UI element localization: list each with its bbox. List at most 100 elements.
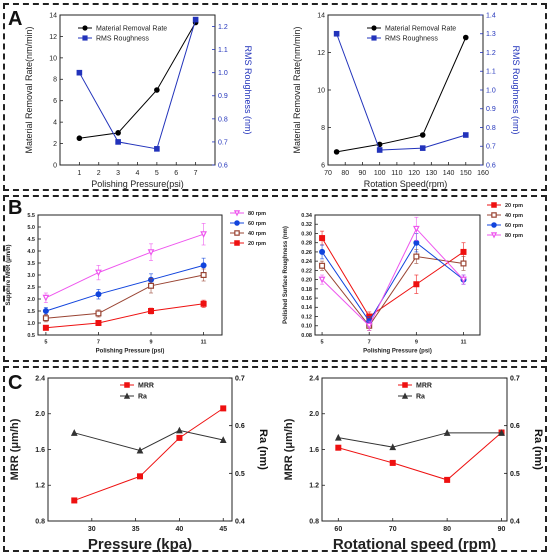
b2-series-0-point — [319, 235, 326, 242]
b2-y-tick-label: 0.22 — [301, 268, 312, 274]
a2-legend-1-label: RMS Roughness — [385, 35, 438, 42]
a1-y2-tick-label: 1.1 — [218, 47, 228, 54]
b1-x-tick-label: 5 — [44, 340, 47, 346]
b2-series-2-point — [413, 239, 420, 246]
a2-legend-0-marker — [371, 25, 377, 31]
b1-series-1-point — [200, 262, 207, 269]
a1-y2-tick-label: 0.7 — [218, 139, 228, 146]
a1-series-1-point — [192, 16, 199, 23]
a1-y-tick-label: 6 — [53, 98, 57, 105]
a2-y-tick-label: 6 — [321, 162, 325, 169]
b1-legend-3-label: 20 rpm — [248, 241, 266, 247]
a1-legend-1-marker — [82, 35, 88, 41]
a2-y2-tick-label: 1.4 — [486, 12, 496, 19]
b1-series-3-point — [200, 300, 207, 307]
c1-y2-tick-label: 0.4 — [235, 518, 245, 525]
a2-x-tick-label: 110 — [391, 170, 402, 177]
c1-legend-1-label: Ra — [138, 393, 147, 400]
chart-b1-sapphire-mrr: 5 7 9 11 0.5 1.0 1.5 2.0 2.5 3.0 3.5 4.0 4.5 5.0 5.5 Po… — [6, 210, 266, 355]
c2-y-axis-label: MRR (μm/h) — [283, 418, 295, 480]
c1-x-tick-label: 45 — [219, 526, 227, 533]
b1-series-3-point — [95, 319, 102, 326]
a1-y2-tick-label: 1.2 — [218, 24, 228, 31]
b2-legend-2-label: 60 rpm — [505, 223, 523, 229]
b2-y-tick-label: 0.20 — [301, 278, 312, 284]
panel-label-a: A — [8, 8, 23, 30]
a1-y-tick-label: 2 — [53, 141, 57, 148]
c1-legend-1-marker — [123, 392, 131, 399]
a2-series-1-point — [419, 145, 426, 151]
c1-series-1-line — [74, 429, 224, 451]
a1-legend-0-marker — [82, 25, 88, 31]
c1-series-1-point — [176, 426, 183, 434]
b2-legend-0-label: 20 rpm — [505, 203, 523, 209]
c2-x-tick-label: 70 — [389, 526, 397, 533]
c2-y-tick-label: 1.6 — [309, 447, 319, 454]
c2-series-0-point — [444, 476, 451, 483]
a1-x-axis-label: Polishing Pressure(psi) — [91, 179, 184, 189]
c2-plot-frame — [321, 377, 508, 522]
b1-series-1-point — [95, 291, 102, 298]
b2-series-3-point — [365, 322, 373, 330]
b1-y-axis-label: Sapphire MRR (μm/h) — [6, 244, 12, 305]
a1-series-0-point — [76, 135, 83, 142]
c2-y2-tick-label: 0.5 — [510, 471, 520, 478]
a1-series-1-point — [76, 69, 83, 76]
panel-b-frame — [3, 195, 547, 362]
a1-x-tick-label: 6 — [174, 170, 178, 177]
c2-y2-tick-label: 0.4 — [510, 518, 520, 525]
b2-x-axis-label: Polishing Pressure (psi) — [363, 349, 432, 355]
a1-series-1-point — [115, 139, 121, 145]
a2-y2-tick-label: 1.1 — [486, 69, 496, 76]
b2-legend-1-label: 40 rpm — [505, 213, 523, 219]
c1-y-tick-label: 1.2 — [35, 483, 45, 490]
a2-y2-tick-label: 1.2 — [486, 50, 496, 57]
a1-series-1-point — [154, 146, 160, 152]
a2-x-tick-label: 130 — [425, 170, 437, 177]
a2-legend-1-marker — [371, 35, 377, 41]
a2-y-tick-label: 8 — [321, 125, 325, 132]
c2-series-0-line — [338, 432, 502, 481]
b1-legend-2-marker — [234, 230, 240, 236]
b2-y-tick-label: 0.14 — [301, 305, 313, 311]
b1-series-2-point — [200, 271, 207, 278]
a2-x-tick-label: 160 — [477, 170, 489, 177]
chart-a2-mrr-roughness-vs-speed: 70 80 90 100 110 120 130 140 150 160 6 8 10 12 14 0.6 0.… — [292, 12, 521, 189]
c1-series-0-point — [220, 405, 227, 412]
a2-x-tick-label: 80 — [341, 170, 349, 177]
c1-y2-tick-label: 0.7 — [235, 375, 245, 382]
c2-series-1-point — [498, 429, 505, 436]
a2-x-axis-label: Rotation Speed(rpm) — [364, 179, 448, 189]
a1-y-axis-label: Material Removal Rate(nm/min) — [24, 26, 34, 153]
c1-y2-tick-label: 0.5 — [235, 471, 245, 478]
b1-x-axis-label: Polishing Pressure (psi) — [96, 349, 165, 355]
b2-x-tick-label: 9 — [415, 340, 418, 346]
a1-y-tick-label: 4 — [53, 120, 57, 127]
b1-y-tick-label: 5.5 — [27, 213, 35, 219]
a1-y-tick-label: 14 — [49, 12, 57, 19]
b1-y-tick-label: 3.5 — [27, 261, 35, 267]
b1-y-tick-label: 1.5 — [27, 309, 35, 315]
a2-series-0-point — [462, 34, 469, 41]
b2-y-axis-label: Polished Surface Roughness (nm) — [283, 226, 289, 324]
c1-series-0-point — [176, 434, 183, 441]
c1-y2-axis-label: Ra (nm) — [257, 429, 269, 470]
b2-y-tick-label: 0.08 — [301, 333, 312, 339]
a2-legend-0-label: Material Removal Rate — [385, 25, 456, 32]
b1-series-2-point — [95, 310, 102, 317]
b2-y-tick-label: 0.18 — [301, 287, 312, 293]
b2-y-tick-label: 0.32 — [301, 222, 312, 228]
a1-y-tick-label: 8 — [53, 77, 57, 84]
b1-series-2-point — [148, 282, 155, 289]
b2-y-tick-label: 0.28 — [301, 241, 312, 247]
b1-legend-0-marker — [233, 210, 241, 217]
b2-x-tick-label: 7 — [368, 340, 371, 346]
a1-y-tick-label: 12 — [49, 34, 57, 41]
a2-x-tick-label: 140 — [443, 170, 455, 177]
b2-y-tick-label: 0.26 — [301, 250, 312, 256]
b1-x-tick-label: 11 — [201, 340, 207, 346]
panel-label-c: C — [8, 372, 23, 394]
a2-series-1-line — [336, 33, 466, 151]
a1-legend-1-label: RMS Roughness — [96, 35, 149, 42]
b2-y-tick-label: 0.12 — [301, 314, 312, 320]
